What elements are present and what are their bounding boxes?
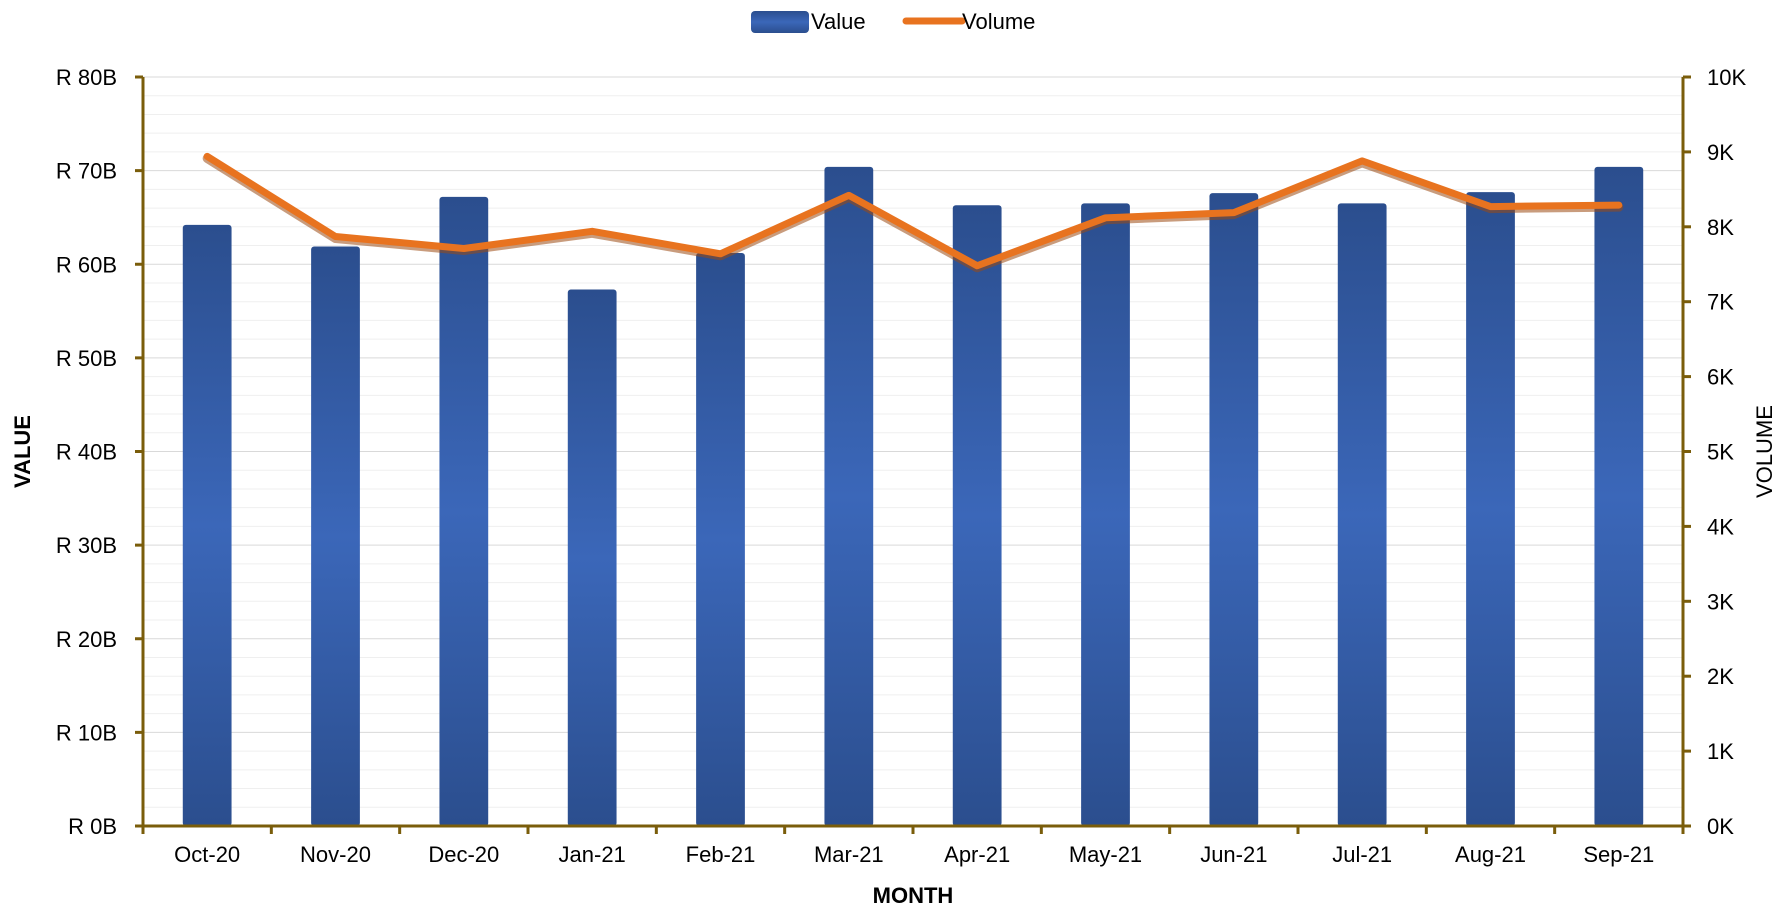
volume-point: [463, 248, 465, 250]
volume-point: [976, 265, 978, 267]
volume-point: [1233, 212, 1235, 214]
x-tick-label: Apr-21: [944, 842, 1010, 867]
x-tick-label: Feb-21: [686, 842, 756, 867]
legend-label-volume: Volume: [962, 9, 1035, 34]
volume-point: [335, 236, 336, 238]
x-tick-label: Nov-20: [300, 842, 371, 867]
x-tick-label: May-21: [1069, 842, 1142, 867]
y-tick-label: R 70B: [56, 159, 117, 184]
volume-point: [1618, 204, 1620, 206]
x-tick-label: Aug-21: [1455, 842, 1526, 867]
y2-tick-label: 8K: [1707, 215, 1734, 240]
x-tick-label: Sep-21: [1583, 842, 1654, 867]
y-tick-label: R 60B: [56, 252, 117, 277]
y-tick-label: R 0B: [68, 814, 117, 839]
x-tick-label: Dec-20: [428, 842, 499, 867]
y2-tick-label: 9K: [1707, 140, 1734, 165]
bar-jul-21: [1337, 203, 1387, 827]
y-tick-label: R 40B: [56, 440, 117, 465]
bar-feb-21: [696, 253, 745, 826]
y2-tick-label: 4K: [1707, 514, 1734, 539]
volume-point: [720, 253, 721, 255]
y-tick-label: R 30B: [56, 533, 117, 558]
y-tick-label: R 50B: [56, 346, 117, 371]
bar-dec-20: [439, 196, 489, 827]
volume-point: [848, 194, 850, 196]
legend-swatch-value: [751, 11, 809, 33]
x-tick-label: Oct-20: [174, 842, 240, 867]
y-tick-label: R 80B: [56, 65, 117, 90]
y-axis-title: VALUE: [10, 415, 35, 488]
x-tick-label: Jun-21: [1200, 842, 1267, 867]
bar-mar-21: [824, 166, 874, 826]
bar-nov-20: [311, 246, 360, 826]
y2-tick-label: 0K: [1707, 814, 1734, 839]
bar-aug-21: [1466, 192, 1515, 826]
y2-axis-title: VOLUME: [1752, 405, 1777, 498]
volume-point: [1490, 206, 1491, 208]
x-axis-title: MONTH: [873, 883, 954, 908]
y-tick-label: R 10B: [56, 720, 117, 745]
bar-may-21: [1081, 203, 1130, 827]
bar-jun-21: [1209, 193, 1259, 827]
y2-tick-label: 10K: [1707, 65, 1746, 90]
y-tick-label: R 20B: [56, 627, 117, 652]
volume-point: [1105, 217, 1106, 219]
y2-tick-label: 2K: [1707, 664, 1734, 689]
y2-tick-label: 3K: [1707, 589, 1734, 614]
volume-point: [591, 230, 593, 232]
x-tick-label: Jul-21: [1332, 842, 1392, 867]
bar-apr-21: [952, 205, 1002, 827]
legend-label-value: Value: [811, 9, 866, 34]
bar-oct-20: [182, 224, 232, 827]
bar-jan-21: [567, 289, 617, 826]
y2-tick-label: 5K: [1707, 440, 1734, 465]
volume-point: [1361, 160, 1363, 162]
x-tick-label: Mar-21: [814, 842, 884, 867]
y2-tick-label: 6K: [1707, 365, 1734, 390]
y2-tick-label: 1K: [1707, 739, 1734, 764]
volume-point: [206, 155, 208, 157]
x-tick-label: Jan-21: [559, 842, 626, 867]
volume-line: [203, 152, 1623, 270]
y2-tick-label: 7K: [1707, 290, 1734, 315]
bar-sep-21: [1594, 166, 1644, 826]
